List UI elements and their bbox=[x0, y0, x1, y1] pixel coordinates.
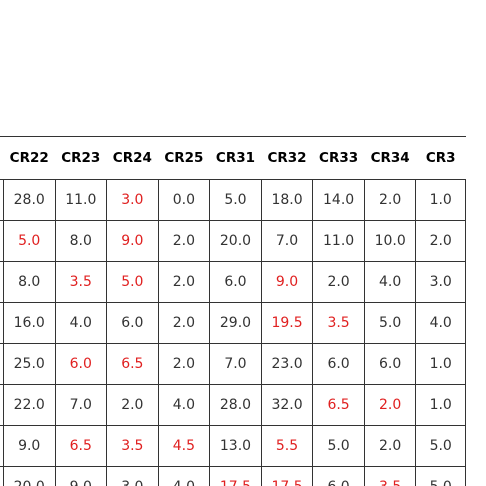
table-cell: 3.5 bbox=[54, 261, 108, 303]
table-cell: 17.5 bbox=[209, 466, 262, 486]
table-body: 28.0 11.0 3.0 0.0 5.0 18.0 14.0 2.0 1.0 5.0 8.0 9.0… bbox=[0, 179, 466, 486]
table-cell: 2.0 bbox=[157, 261, 211, 303]
table-cell: 25.0 bbox=[2, 343, 56, 385]
table-cell: 22.0 bbox=[2, 384, 56, 426]
table-cell: 6.5 bbox=[54, 425, 108, 467]
table-cell: 6.0 bbox=[312, 343, 365, 385]
table-cell: 4.5 bbox=[157, 425, 211, 467]
table-cell: 20.0 bbox=[209, 220, 262, 262]
table-cell: 7.0 bbox=[260, 220, 314, 262]
table-cell: 1.0 bbox=[415, 343, 466, 385]
table-cell: 3.0 bbox=[415, 261, 466, 303]
column-header[interactable]: CR33 bbox=[312, 136, 365, 180]
column-header[interactable]: CR22 bbox=[3, 136, 55, 180]
table-cell: 5.5 bbox=[260, 425, 314, 467]
table-cell: 9.0 bbox=[2, 425, 56, 467]
table-row: 9.0 6.5 3.5 4.5 13.0 5.5 5.0 2.0 5.0 bbox=[0, 425, 466, 467]
table-cell: 6.0 bbox=[106, 302, 159, 344]
table-cell: 14.0 bbox=[312, 179, 365, 221]
table-cell: 5.0 bbox=[2, 220, 56, 262]
table-cell: 18.0 bbox=[260, 179, 314, 221]
table-cell: 11.0 bbox=[312, 220, 365, 262]
table-cell: 2.0 bbox=[363, 179, 417, 221]
table-cell: 2.0 bbox=[363, 384, 417, 426]
table-cell: 28.0 bbox=[2, 179, 56, 221]
table-cell: 1.0 bbox=[415, 179, 466, 221]
data-table: CR22 CR23 CR24 CR25 CR31 CR32 CR33 CR34 … bbox=[0, 136, 466, 486]
table-cell: 4.0 bbox=[54, 302, 108, 344]
table-cell: 2.0 bbox=[363, 425, 417, 467]
table-cell: 9.0 bbox=[106, 220, 159, 262]
table-cell: 0.0 bbox=[157, 179, 211, 221]
table-cell: 19.5 bbox=[260, 302, 314, 344]
table-cell: 6.0 bbox=[363, 343, 417, 385]
table-cell: 3.0 bbox=[106, 466, 159, 486]
table-cell: 3.5 bbox=[106, 425, 159, 467]
table-cell: 32.0 bbox=[260, 384, 314, 426]
table-cell: 8.0 bbox=[54, 220, 108, 262]
column-header[interactable]: CR32 bbox=[261, 136, 313, 180]
table-row: 20.09.03.04.017.517.56.03.55.0 bbox=[0, 466, 466, 486]
table-cell: 6.0 bbox=[209, 261, 262, 303]
table-cell: 2.0 bbox=[157, 343, 211, 385]
table-cell: 29.0 bbox=[209, 302, 262, 344]
table-cell: 2.0 bbox=[106, 384, 159, 426]
table-cell: 20.0 bbox=[2, 466, 56, 486]
header-row: CR22 CR23 CR24 CR25 CR31 CR32 CR33 CR34 … bbox=[0, 136, 466, 180]
table-cell: 2.0 bbox=[415, 220, 466, 262]
column-header[interactable]: CR3 bbox=[415, 136, 466, 180]
table-cell: 16.0 bbox=[2, 302, 56, 344]
table-cell: 6.0 bbox=[312, 466, 365, 486]
table-cell: 3.5 bbox=[312, 302, 365, 344]
table-cell: 6.0 bbox=[54, 343, 108, 385]
table-cell: 10.0 bbox=[363, 220, 417, 262]
table-cell: 5.0 bbox=[415, 466, 466, 486]
table-cell: 4.0 bbox=[415, 302, 466, 344]
table-cell: 1.0 bbox=[415, 384, 466, 426]
table-cell: 7.0 bbox=[54, 384, 108, 426]
table-cell: 5.0 bbox=[209, 179, 262, 221]
table-row: 16.0 4.0 6.0 2.0 29.0 19.5 3.5 5.0 4.0 bbox=[0, 302, 466, 344]
table-cell: 23.0 bbox=[260, 343, 314, 385]
column-header[interactable]: CR31 bbox=[209, 136, 262, 180]
table-cell: 6.5 bbox=[106, 343, 159, 385]
table-cell: 2.0 bbox=[157, 302, 211, 344]
table-row: 8.0 3.5 5.0 2.0 6.0 9.0 2.0 4.0 3.0 bbox=[0, 261, 466, 303]
table-row: 22.0 7.0 2.0 4.0 28.0 32.0 6.5 2.0 1.0 bbox=[0, 384, 466, 426]
table-cell: 2.0 bbox=[312, 261, 365, 303]
table-cell: 7.0 bbox=[209, 343, 262, 385]
table-cell: 4.0 bbox=[157, 384, 211, 426]
table-cell: 5.0 bbox=[363, 302, 417, 344]
table-cell: 17.5 bbox=[260, 466, 314, 486]
table-cell: 6.5 bbox=[312, 384, 365, 426]
column-header[interactable]: CR25 bbox=[158, 136, 210, 180]
table-row: 25.0 6.0 6.5 2.0 7.0 23.0 6.0 6.0 1.0 bbox=[0, 343, 466, 385]
table-cell: 3.5 bbox=[363, 466, 417, 486]
table-cell: 8.0 bbox=[2, 261, 56, 303]
column-header[interactable]: CR24 bbox=[106, 136, 159, 180]
table-cell: 28.0 bbox=[209, 384, 262, 426]
column-header[interactable]: CR34 bbox=[364, 136, 416, 180]
table-cell: 13.0 bbox=[209, 425, 262, 467]
table-row: 5.0 8.0 9.0 2.0 20.0 7.0 11.0 10.0 2.0 bbox=[0, 220, 466, 262]
table-cell: 9.0 bbox=[54, 466, 108, 486]
table-cell: 3.0 bbox=[106, 179, 159, 221]
table-cell: 4.0 bbox=[363, 261, 417, 303]
table-cell: 9.0 bbox=[260, 261, 314, 303]
table-cell: 4.0 bbox=[157, 466, 211, 486]
row-stub-cell bbox=[0, 466, 4, 486]
column-header[interactable]: CR23 bbox=[55, 136, 107, 180]
table-cell: 5.0 bbox=[312, 425, 365, 467]
table-cell: 11.0 bbox=[54, 179, 108, 221]
table-cell: 2.0 bbox=[157, 220, 211, 262]
table-row: 28.0 11.0 3.0 0.0 5.0 18.0 14.0 2.0 1.0 bbox=[0, 179, 466, 221]
table-cell: 5.0 bbox=[415, 425, 466, 467]
table-cell: 5.0 bbox=[106, 261, 159, 303]
